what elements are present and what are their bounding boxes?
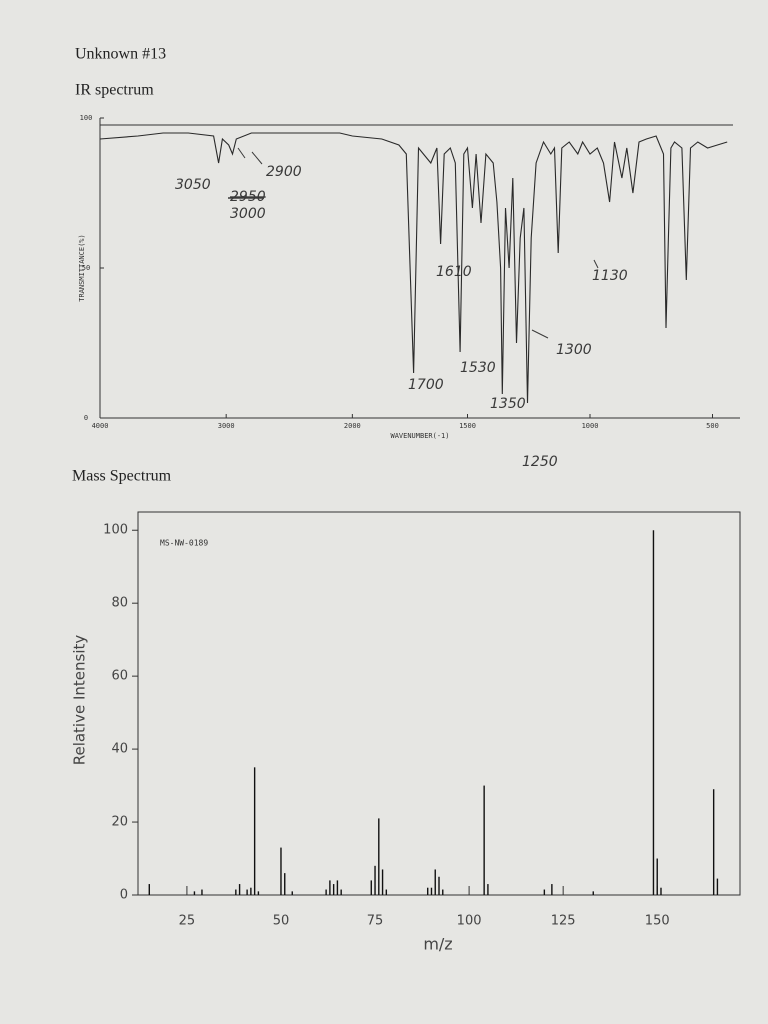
x-tick-label: 2000: [344, 422, 361, 430]
document-title: Unknown #13: [75, 46, 166, 63]
y-tick-label: 100: [103, 523, 128, 538]
annotation: 1250: [522, 454, 558, 470]
y-tick-label: 60: [111, 669, 128, 684]
x-tick-label: 150: [645, 914, 670, 929]
y-axis-label: Relative Intensity: [71, 635, 89, 766]
y-tick-label: 0: [84, 414, 88, 422]
annotation: 3000: [230, 206, 266, 222]
annotation: 1530: [460, 360, 496, 376]
annotation: 1610: [436, 264, 472, 280]
x-axis-label: m/z: [423, 935, 452, 954]
x-tick-label: 50: [273, 914, 290, 929]
x-tick-label: 1000: [582, 422, 599, 430]
annotation: 1700: [408, 377, 444, 393]
y-tick-label: 80: [111, 596, 128, 611]
ms-title: Mass Spectrum: [72, 468, 172, 485]
x-tick-label: 3000: [218, 422, 235, 430]
x-tick-label: 100: [457, 914, 482, 929]
annotation: 1300: [556, 342, 592, 358]
x-tick-label: 125: [551, 914, 576, 929]
y-tick-label: 100: [80, 114, 93, 122]
y-axis-label: TRANSMITTANCE(%): [78, 234, 86, 301]
x-tick-label: 25: [179, 914, 196, 929]
x-tick-label: 1500: [459, 422, 476, 430]
x-tick-label: 500: [706, 422, 719, 430]
y-tick-label: 50: [82, 264, 90, 272]
annotation: 2950: [230, 189, 266, 205]
ms-chart: MS-NW-0189 Relative Intensity m/z 25 50 75…: [71, 511, 741, 954]
annotation: 3050: [175, 177, 211, 193]
annotation: 1130: [592, 268, 628, 284]
y-tick-label: 40: [111, 742, 128, 757]
ir-chart: WAVENUMBER(-1) TRANSMITTANCE(%) 3050 290…: [78, 114, 740, 470]
x-tick-label: 75: [367, 914, 384, 929]
spectrum-line: [99, 132, 728, 404]
ir-title: IR spectrum: [75, 82, 154, 99]
annotation: 2900: [266, 164, 302, 180]
annotation: 1350: [490, 396, 526, 412]
annotation-lines: [237, 147, 599, 339]
x-tick-label: 4000: [92, 422, 109, 430]
y-tick-label: 20: [111, 815, 128, 830]
plot-frame: [137, 511, 741, 896]
spectrum-id: MS-NW-0189: [160, 539, 208, 548]
y-tick-label: 0: [120, 888, 128, 903]
x-axis-label: WAVENUMBER(-1): [390, 432, 449, 440]
